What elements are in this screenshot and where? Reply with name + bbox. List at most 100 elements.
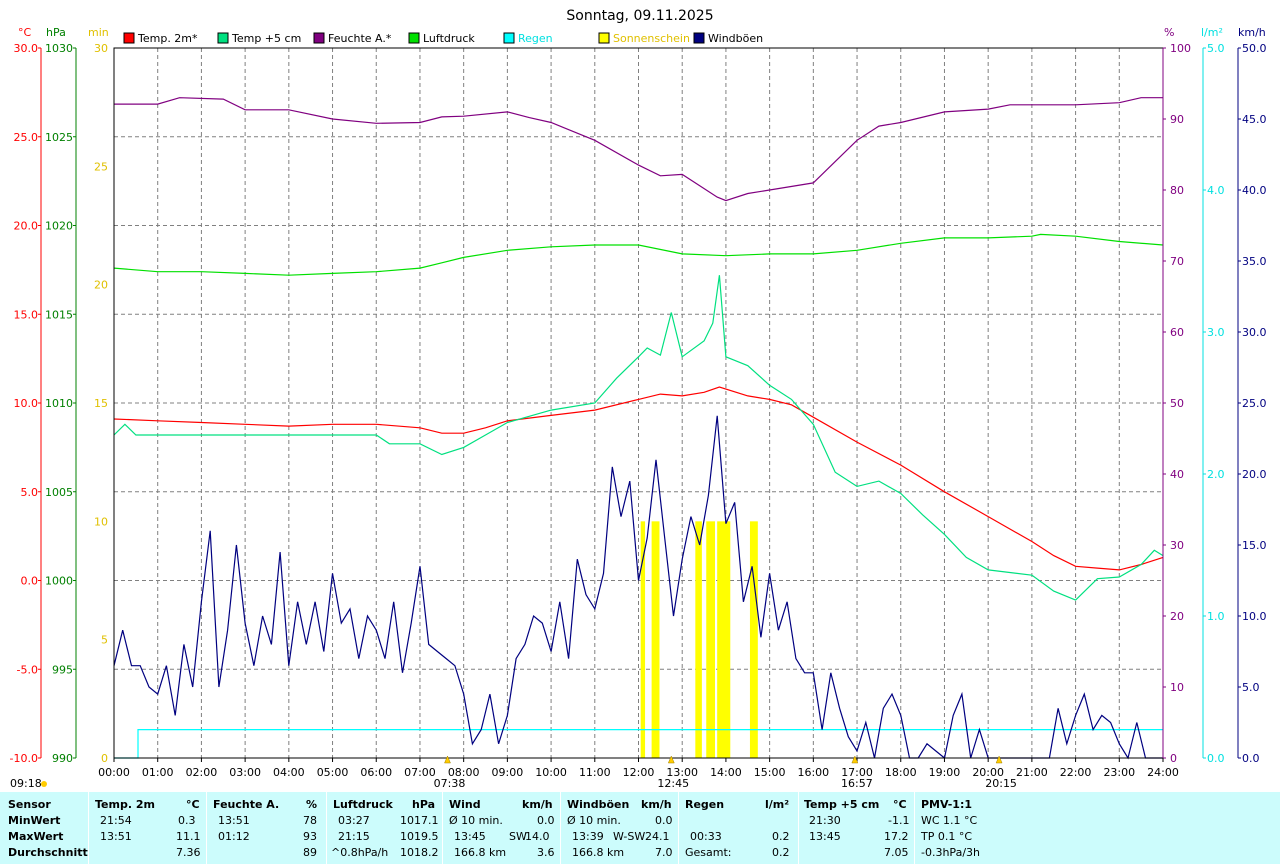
tick-label: 35.0 <box>1242 255 1267 268</box>
max-pmv: TP 0.1 °C <box>921 830 973 843</box>
tick-label: 30 <box>94 42 108 55</box>
tick-label: 0.0 <box>1242 752 1260 765</box>
legend-swatch <box>217 32 229 44</box>
min-pmv: WC 1.1 °C <box>921 814 978 827</box>
tick-label: 80 <box>1170 184 1184 197</box>
legend-item: Sonnenschein <box>598 32 690 45</box>
max-gust-dir: W-SW <box>613 830 646 843</box>
x-tick-label: 09:00 <box>492 766 524 779</box>
series-line <box>113 275 1164 601</box>
x-tick-label: 20:00 <box>972 766 1004 779</box>
divider <box>206 792 207 864</box>
divider <box>798 792 799 864</box>
max-press-time: 21:15 <box>338 830 370 843</box>
sunshine-bar <box>749 521 758 758</box>
x-tick-label: 13:00 <box>666 766 698 779</box>
x-tick-label: 06:00 <box>360 766 392 779</box>
min-t5-time: 21:30 <box>809 814 841 827</box>
header-rain: Regen <box>685 798 725 811</box>
sun-icon <box>41 781 47 787</box>
tick-label: 4.0 <box>1207 184 1225 197</box>
x-tick-label: 05:00 <box>317 766 349 779</box>
max-temp-time: 13:51 <box>100 830 132 843</box>
tick-label: 45.0 <box>1242 113 1267 126</box>
legend-item: Regen <box>503 32 553 45</box>
tick-label: 15.0 <box>14 308 39 321</box>
legend-item: Temp +5 cm <box>217 32 301 45</box>
tick-label: 100 <box>1170 42 1191 55</box>
axis-unit: km/h <box>1238 26 1266 39</box>
header-rain-unit: l/m² <box>765 798 790 811</box>
tick-label: 1005 <box>45 486 73 499</box>
stats-table: Sensor Temp. 2m °C Feuchte A. % Luftdruc… <box>0 792 1280 864</box>
min-gust-val: 0.0 <box>655 814 673 827</box>
tick-label: 2.0 <box>1207 468 1225 481</box>
legend-label: Temp. 2m* <box>137 32 198 45</box>
x-tick-label: 19:00 <box>929 766 961 779</box>
event-label: 12:45 <box>657 777 689 790</box>
max-wind-dir: SW <box>509 830 527 843</box>
max-gust-time: 13:39 <box>572 830 604 843</box>
tick-label: 30.0 <box>1242 326 1267 339</box>
max-rain-val: 0.2 <box>772 830 790 843</box>
legend-label: Windböen <box>708 32 763 45</box>
tick-label: 20 <box>1170 610 1184 623</box>
x-tick-label: 07:00 <box>404 766 436 779</box>
tick-label: 25.0 <box>1242 397 1267 410</box>
x-tick-label: 24:00 <box>1147 766 1179 779</box>
x-tick-label: 00:00 <box>98 766 130 779</box>
sunshine-bar <box>717 521 731 758</box>
tick-label: 60 <box>1170 326 1184 339</box>
legend-swatch <box>313 32 325 44</box>
header-gust-unit: km/h <box>641 798 672 811</box>
header-humidity-unit: % <box>306 798 318 811</box>
sun-icon <box>851 755 859 764</box>
header-t5-unit: °C <box>893 798 907 811</box>
divider <box>560 792 561 864</box>
x-tick-label: 11:00 <box>579 766 611 779</box>
min-temp-time: 21:54 <box>100 814 132 827</box>
max-hum-time: 01:12 <box>218 830 250 843</box>
tick-label: 25.0 <box>14 131 39 144</box>
legend-label: Luftdruck <box>423 32 475 45</box>
series-line <box>113 415 1163 760</box>
min-gust-time: Ø 10 min. <box>567 814 621 827</box>
legend-item: Windböen <box>693 32 763 45</box>
tick-label: 40.0 <box>1242 184 1267 197</box>
header-sensor: Sensor <box>8 798 51 811</box>
header-t5: Temp +5 cm <box>804 798 880 811</box>
tick-label: 5 <box>101 634 108 647</box>
tick-label: 1020 <box>45 220 73 233</box>
divider <box>326 792 327 864</box>
min-t5-val: -1.1 <box>888 814 910 827</box>
sun-icon <box>444 755 451 764</box>
axis-unit: % <box>1164 26 1174 39</box>
tick-label: 1030 <box>45 42 73 55</box>
header-humidity: Feuchte A. <box>213 798 280 811</box>
max-wind-time: 13:45 <box>454 830 486 843</box>
tick-label: 3.0 <box>1207 326 1225 339</box>
avg-gust-val: 7.0 <box>655 846 673 859</box>
axis-unit: min <box>88 26 109 39</box>
series-line <box>113 233 1164 276</box>
sunshine-bar <box>651 521 660 758</box>
max-t5-val: 17.2 <box>884 830 909 843</box>
axis-unit: l/m² <box>1201 26 1223 39</box>
legend-label: Sonnenschein <box>613 32 690 45</box>
legend-swatch <box>693 32 705 44</box>
min-press-val: 1017.1 <box>400 814 439 827</box>
avg-pmv: -0.3hPa/3h <box>921 846 980 859</box>
tick-label: 1.0 <box>1207 610 1225 623</box>
tick-label: 1000 <box>45 575 73 588</box>
divider <box>914 792 915 864</box>
tick-label: 15 <box>94 397 108 410</box>
grid <box>114 48 1163 758</box>
max-hum-val: 93 <box>303 830 317 843</box>
tick-label: -5.0 <box>17 663 38 676</box>
tick-label: -10.0 <box>10 752 38 765</box>
tick-label: 25 <box>94 160 108 173</box>
avg-hum-val: 89 <box>303 846 317 859</box>
events: 07:38 12:45 16:57 20:15 09:18 <box>10 755 1017 790</box>
header-pressure: Luftdruck <box>333 798 393 811</box>
event-label: 16:57 <box>841 777 873 790</box>
